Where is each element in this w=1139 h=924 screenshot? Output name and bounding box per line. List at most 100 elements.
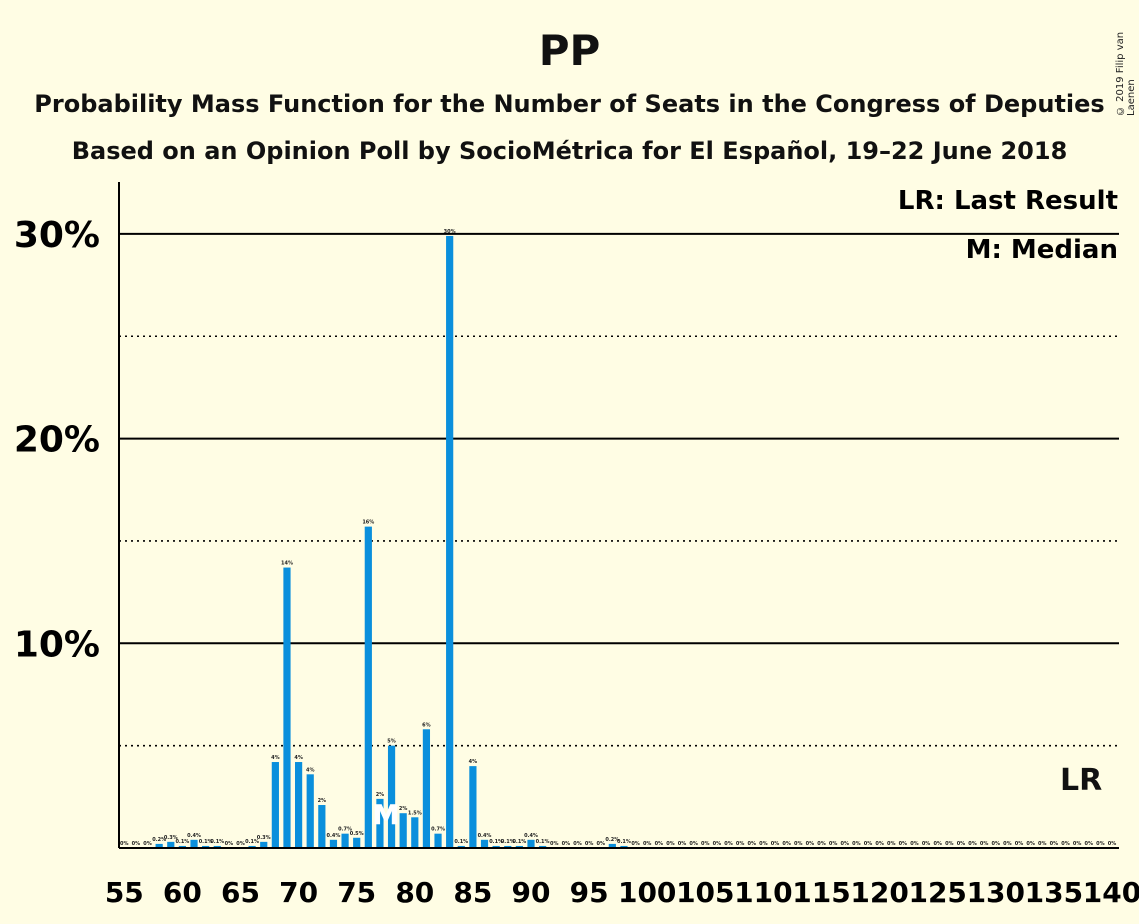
bar-label: 0% bbox=[1096, 841, 1105, 847]
bar-label: 0% bbox=[585, 841, 594, 847]
bar bbox=[399, 813, 407, 848]
bar-labels: 0% 0% 0%0.2%0.3%0.1%0.4%0.1%0.1% 0% 0% 0.1%0.… bbox=[120, 229, 1116, 847]
bar bbox=[364, 526, 372, 848]
bar-label: 0.1% bbox=[501, 839, 515, 845]
bar-label: 0.1% bbox=[210, 839, 224, 845]
x-tick-label: 140 bbox=[1083, 876, 1139, 909]
y-tick-label: 10% bbox=[14, 624, 100, 665]
bar-label: 0% bbox=[1003, 841, 1012, 847]
bar-label: 0% bbox=[550, 841, 559, 847]
bar-label: 0% bbox=[1085, 841, 1094, 847]
x-tick-label: 85 bbox=[453, 876, 492, 909]
x-tick-label: 55 bbox=[105, 876, 144, 909]
bar bbox=[271, 762, 279, 848]
bar bbox=[515, 845, 523, 848]
bar-label: 0% bbox=[1015, 841, 1024, 847]
bar-label: 0.1% bbox=[245, 839, 259, 845]
bar-label: 0.1% bbox=[489, 839, 503, 845]
bar bbox=[469, 766, 477, 848]
bar-label: 0% bbox=[875, 841, 884, 847]
bar bbox=[295, 762, 303, 848]
y-tick-label: 30% bbox=[14, 215, 100, 256]
bar-label: 0% bbox=[678, 841, 687, 847]
bar-label: 0% bbox=[120, 841, 129, 847]
bar-label: 0% bbox=[829, 841, 838, 847]
bar bbox=[492, 845, 500, 848]
bar-label: 0% bbox=[840, 841, 849, 847]
bar-label: 0% bbox=[864, 841, 873, 847]
x-tick-label: 100 bbox=[618, 876, 676, 909]
bar bbox=[422, 729, 431, 848]
bar-label: 30% bbox=[444, 229, 456, 235]
bar-label: 0% bbox=[782, 841, 791, 847]
bar-label: 2% bbox=[399, 806, 408, 812]
x-tick-label: 60 bbox=[163, 876, 202, 909]
bar-label: 0% bbox=[1050, 841, 1059, 847]
bar-label: 0% bbox=[771, 841, 780, 847]
bar bbox=[434, 833, 442, 848]
bar bbox=[480, 839, 489, 848]
bar-label: 0.4% bbox=[524, 833, 538, 839]
axes bbox=[118, 182, 1119, 849]
bar-label: 0% bbox=[1061, 841, 1070, 847]
bar-label: 1.5% bbox=[408, 810, 422, 816]
grid-lines bbox=[119, 232, 1119, 747]
bar-label: 0% bbox=[748, 841, 757, 847]
bar-label: 0% bbox=[724, 841, 733, 847]
bar-label: 0% bbox=[992, 841, 1001, 847]
median-marker: M bbox=[373, 800, 400, 831]
bar-label: 0.7% bbox=[338, 827, 352, 833]
bar-label: 0% bbox=[945, 841, 954, 847]
bar-label: 0% bbox=[143, 841, 152, 847]
bar bbox=[411, 817, 419, 848]
bar-label: 0.3% bbox=[257, 835, 271, 841]
bar-label: 0.1% bbox=[199, 839, 213, 845]
bar-label: 0.5% bbox=[350, 831, 364, 837]
bar-label: 0.4% bbox=[187, 833, 201, 839]
bar bbox=[155, 843, 163, 848]
bar-label: 0% bbox=[562, 841, 571, 847]
bar-label: 0% bbox=[655, 841, 664, 847]
bar-label: 2% bbox=[318, 798, 327, 804]
bar-label: 4% bbox=[469, 759, 478, 765]
bar bbox=[213, 845, 221, 848]
bar bbox=[341, 833, 349, 848]
bar bbox=[527, 839, 535, 848]
bar bbox=[376, 798, 384, 848]
x-tick-label: 105 bbox=[676, 876, 734, 909]
x-tick-label: 80 bbox=[395, 876, 434, 909]
bar bbox=[167, 841, 175, 848]
bar-label: 0.1% bbox=[536, 839, 550, 845]
bar-label: 0.7% bbox=[431, 827, 445, 833]
x-tick-label: 115 bbox=[792, 876, 850, 909]
x-tick-label: 75 bbox=[337, 876, 376, 909]
bar-label: 2% bbox=[376, 792, 385, 798]
bar-label: 6% bbox=[422, 722, 431, 728]
bar bbox=[329, 839, 338, 848]
x-tick-labels: 55 60 65 70 75 80 85 90 95 100 105 110 115 120 125 130 1… bbox=[105, 876, 1139, 909]
bar-label: 0% bbox=[910, 841, 919, 847]
bar-label: 4% bbox=[306, 767, 315, 773]
bar-label: 0% bbox=[1108, 841, 1117, 847]
bar-label: 0% bbox=[701, 841, 710, 847]
bar-label: 0% bbox=[759, 841, 768, 847]
bar-label: 0% bbox=[957, 841, 966, 847]
legend-last-result: LR: Last Result bbox=[898, 186, 1118, 216]
bar-label: 0% bbox=[631, 841, 640, 847]
bar-label: 0.2% bbox=[152, 837, 166, 843]
bar bbox=[608, 843, 616, 848]
bar-label: 0% bbox=[806, 841, 815, 847]
markers: M LR bbox=[372, 763, 1102, 831]
bar-label: 0% bbox=[573, 841, 582, 847]
bar-label: 0% bbox=[132, 841, 141, 847]
bar bbox=[539, 845, 547, 848]
bar-label: 4% bbox=[271, 755, 280, 761]
y-tick-labels: 10% 20% 30% bbox=[14, 215, 100, 665]
x-tick-label: 95 bbox=[570, 876, 609, 909]
bar bbox=[620, 845, 628, 848]
chart-subtitle: Probability Mass Function for the Number… bbox=[34, 90, 1105, 118]
bar bbox=[457, 845, 465, 848]
bar-label: 0% bbox=[852, 841, 861, 847]
y-tick-label: 20% bbox=[14, 420, 100, 461]
